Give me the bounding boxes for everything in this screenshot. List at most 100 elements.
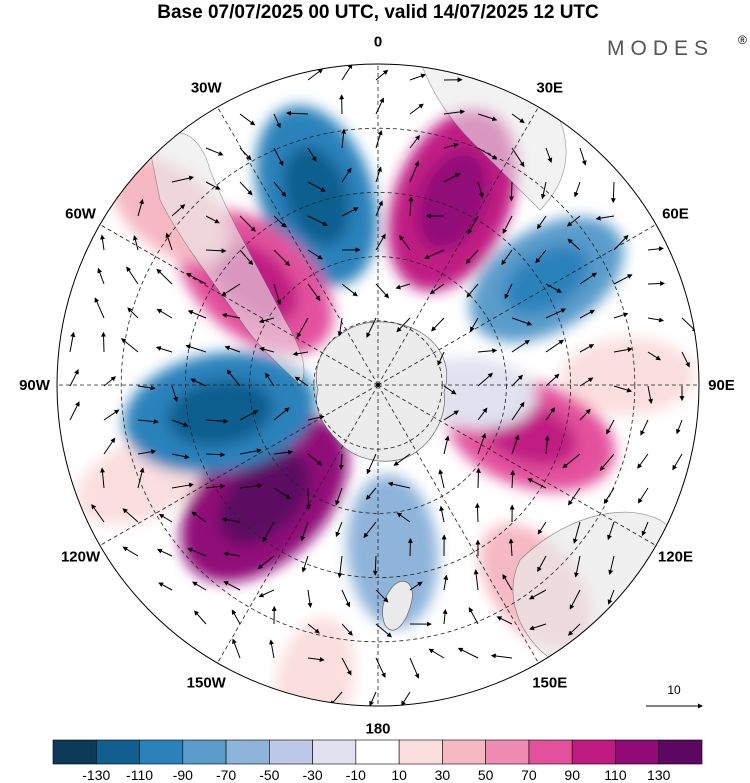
wind-arrow (579, 272, 598, 285)
meridian-line (99, 384, 379, 546)
wind-arrow (429, 283, 445, 295)
wind-arrow (239, 215, 256, 232)
wind-arrow (259, 346, 275, 353)
wind-arrow (595, 215, 615, 221)
anomaly-core-7 (218, 452, 311, 545)
wind-arrow (226, 369, 241, 387)
wind-arrow (511, 434, 520, 455)
wind-arrow (273, 181, 287, 198)
wind-arrow (443, 574, 449, 591)
wind-arrow (599, 453, 615, 471)
wind-arrow (502, 215, 513, 234)
colorbar: -130 -110 -90 -70 -50 -30 -10 10 30 50 70 90 110 130 (52, 739, 703, 783)
map-border (56, 63, 700, 707)
wind-arrow (171, 175, 195, 183)
wind-arrow (511, 317, 533, 326)
wind-arrow (97, 267, 105, 285)
wind-arrow (193, 610, 207, 625)
colorbar-tick-label: 30 (435, 767, 451, 783)
wind-arrow (191, 511, 207, 523)
wind-arrow (157, 548, 173, 557)
wind-arrow (341, 128, 347, 149)
wind-arrow (529, 623, 547, 631)
wind-arrow (223, 551, 241, 557)
wind-arrow (307, 657, 325, 662)
wind-arrow (439, 505, 445, 523)
colorbar-tick-label: 10 (391, 767, 407, 783)
wind-arrow (579, 309, 596, 319)
wind-arrow (341, 167, 352, 183)
wind-arrow (69, 401, 80, 421)
wind-arrow (613, 274, 633, 285)
wind-arrow (613, 347, 633, 353)
longitude-label: 60E (662, 205, 689, 222)
wind-arrow (443, 435, 450, 455)
wind-arrow (501, 249, 513, 266)
wind-arrow (466, 283, 479, 298)
wind-arrow (502, 574, 513, 591)
colorbar-tick-label: -130 (82, 767, 110, 783)
wind-arrow (567, 623, 581, 636)
wind-arrow (647, 281, 666, 287)
wind-arrow (443, 173, 461, 183)
wind-arrow (205, 418, 229, 424)
wind-arrow (273, 407, 290, 421)
wind-arrow (375, 283, 390, 299)
wind-arrow (606, 419, 615, 435)
colorbar-tick-label: 110 (604, 767, 627, 783)
wind-arrow (431, 317, 445, 332)
wind-arrow (307, 623, 320, 634)
wind-arrow (672, 453, 683, 471)
wind-arrow (607, 521, 615, 541)
meridian-line (99, 224, 379, 386)
wind-arrow (536, 215, 547, 230)
wind-arrow (265, 372, 275, 387)
wind-arrow (490, 653, 513, 659)
wind-arrow (285, 110, 309, 116)
wind-arrow (300, 521, 309, 542)
wind-arrow (608, 555, 615, 576)
wind-arrow (387, 481, 411, 489)
wind-arrow (239, 113, 256, 126)
wind-arrow (69, 369, 79, 387)
wind-arrow (156, 308, 173, 319)
wind-arrow (477, 147, 498, 160)
wind-arrow (579, 408, 591, 421)
wind-arrow (511, 401, 525, 421)
wind-arrow (613, 385, 632, 393)
wind-arrow (572, 521, 581, 544)
wind-arrow (369, 691, 377, 706)
brand-registered-mark: ® (738, 33, 747, 47)
wind-arrow (137, 198, 144, 217)
wind-arrow (224, 345, 241, 353)
meridian-line (377, 106, 539, 386)
wind-arrow (307, 215, 328, 226)
longitude-label: 90W (19, 377, 51, 394)
wind-arrow (545, 147, 553, 163)
wind-arrow (273, 449, 294, 455)
colorbar-tick-label: -50 (259, 767, 279, 783)
wind-arrow (171, 385, 178, 403)
wind-arrow (205, 181, 221, 190)
wind-arrow (296, 317, 309, 338)
wind-arrow (579, 377, 594, 387)
wind-arrow (341, 589, 351, 608)
wind-arrow (192, 581, 207, 591)
wind-vectors (69, 64, 698, 706)
wind-arrow (477, 113, 498, 122)
wind-arrow (239, 249, 254, 266)
colorbar-tick-label: 90 (564, 767, 580, 783)
meridian-line (377, 384, 539, 664)
wind-arrow (158, 582, 173, 591)
wind-arrow (94, 297, 105, 319)
wind-arrow (544, 435, 550, 455)
longitude-label: 180 (365, 720, 390, 737)
wind-arrow (338, 453, 344, 470)
meridian-line (217, 106, 379, 386)
colorbar-swatch (658, 739, 703, 765)
wind-arrow (101, 331, 107, 353)
wind-arrow (341, 283, 358, 297)
colorbar-tick-label: 70 (521, 767, 537, 783)
wind-arrow (137, 449, 157, 455)
wind-arrow (511, 147, 525, 168)
